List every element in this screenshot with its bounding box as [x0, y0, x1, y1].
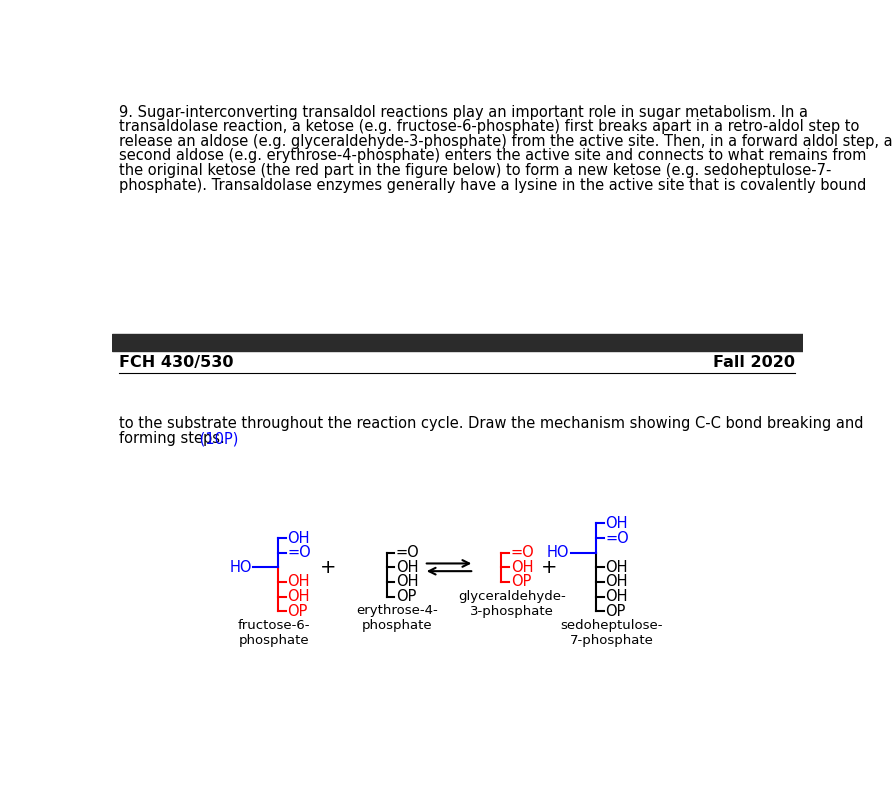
- Text: sedoheptulose-
7-phosphate: sedoheptulose- 7-phosphate: [560, 619, 663, 647]
- Text: =O: =O: [605, 530, 629, 546]
- Text: (10P): (10P): [195, 431, 238, 446]
- Text: OH: OH: [510, 560, 533, 575]
- Text: OH: OH: [605, 560, 628, 575]
- Text: HO: HO: [547, 546, 569, 560]
- Text: OH: OH: [396, 575, 418, 589]
- Text: FCH 430/530: FCH 430/530: [120, 355, 234, 370]
- Text: to the substrate throughout the reaction cycle. Draw the mechanism showing C-C b: to the substrate throughout the reaction…: [120, 416, 863, 432]
- Text: OH: OH: [605, 575, 628, 589]
- Text: OP: OP: [396, 589, 417, 604]
- Text: transaldolase reaction, a ketose (e.g. fructose-6-phosphate) first breaks apart : transaldolase reaction, a ketose (e.g. f…: [120, 119, 860, 134]
- Text: 9. Sugar-interconverting transaldol reactions play an important role in sugar me: 9. Sugar-interconverting transaldol reac…: [120, 105, 808, 119]
- Text: fructose-6-
phosphate: fructose-6- phosphate: [238, 619, 310, 647]
- Text: OH: OH: [287, 589, 310, 604]
- Text: +: +: [320, 558, 337, 577]
- Text: +: +: [541, 558, 558, 577]
- Text: =O: =O: [396, 546, 419, 560]
- Text: the original ketose (the red part in the figure below) to form a new ketose (e.g: the original ketose (the red part in the…: [120, 163, 831, 178]
- Text: OP: OP: [510, 575, 531, 589]
- Text: OH: OH: [287, 530, 310, 546]
- Text: OP: OP: [287, 604, 308, 619]
- Text: HO: HO: [229, 560, 252, 575]
- Text: OH: OH: [605, 516, 628, 531]
- Text: second aldose (e.g. erythrose-4-phosphate) enters the active site and connects t: second aldose (e.g. erythrose-4-phosphat…: [120, 148, 867, 164]
- Text: phosphate). Transaldolase enzymes generally have a lysine in the active site tha: phosphate). Transaldolase enzymes genera…: [120, 178, 867, 193]
- Text: glyceraldehyde-
3-phosphate: glyceraldehyde- 3-phosphate: [458, 590, 566, 617]
- Bar: [112, 334, 803, 351]
- Text: OH: OH: [605, 589, 628, 604]
- Text: release an aldose (e.g. glyceraldehyde-3-phosphate) from the active site. Then, : release an aldose (e.g. glyceraldehyde-3…: [120, 134, 892, 148]
- Text: =O: =O: [510, 546, 534, 560]
- Text: Fall 2020: Fall 2020: [713, 355, 795, 370]
- Text: erythrose-4-
phosphate: erythrose-4- phosphate: [357, 604, 438, 632]
- Text: =O: =O: [287, 546, 311, 560]
- Text: OP: OP: [605, 604, 625, 619]
- Text: forming steps.: forming steps.: [120, 431, 225, 446]
- Text: OH: OH: [396, 560, 418, 575]
- Text: OH: OH: [287, 575, 310, 589]
